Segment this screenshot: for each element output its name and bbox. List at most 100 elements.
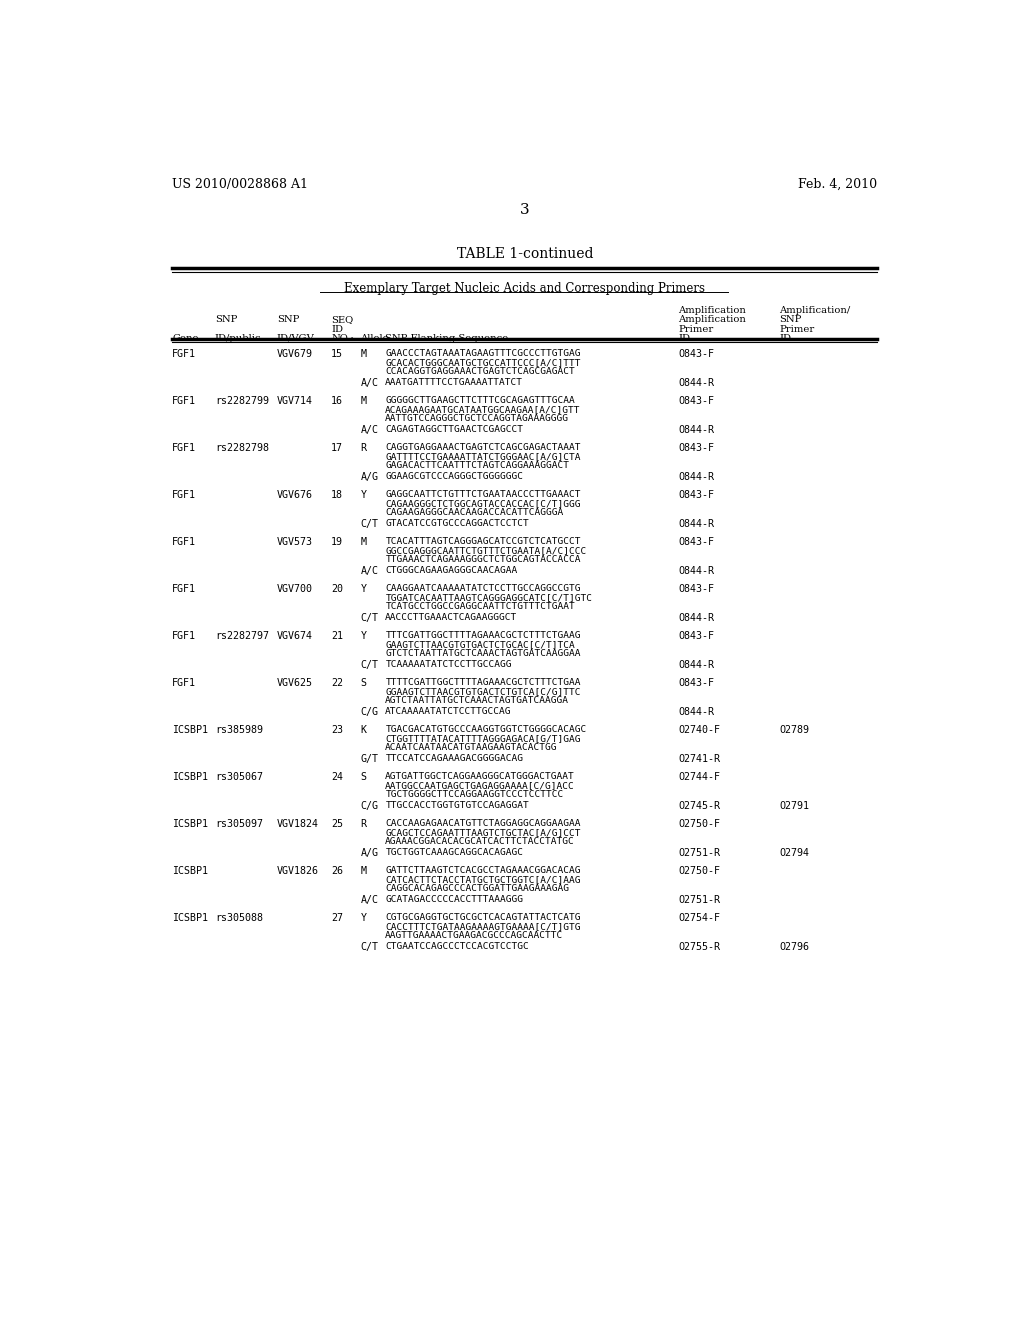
- Text: rs305097: rs305097: [215, 818, 263, 829]
- Text: O2740-F: O2740-F: [678, 725, 720, 735]
- Text: C/T: C/T: [360, 612, 379, 623]
- Text: C/T: C/T: [360, 660, 379, 671]
- Text: GCAGCTCCAGAATTTAAGTCTGCTAC[A/G]CCT: GCAGCTCCAGAATTTAAGTCTGCTAC[A/G]CCT: [385, 828, 581, 837]
- Text: O843-F: O843-F: [678, 537, 715, 548]
- Text: VGV674: VGV674: [276, 631, 312, 642]
- Text: A/G: A/G: [360, 473, 379, 482]
- Text: Feb. 4, 2010: Feb. 4, 2010: [799, 178, 878, 190]
- Text: CAGAAGGGCTCTGGCAGTACCACCAC[C/T]GGG: CAGAAGGGCTCTGGCAGTACCACCAC[C/T]GGG: [385, 499, 581, 508]
- Text: 26: 26: [331, 866, 343, 876]
- Text: VGV1824: VGV1824: [276, 818, 318, 829]
- Text: O843-F: O843-F: [678, 490, 715, 500]
- Text: R: R: [360, 818, 367, 829]
- Text: VGV679: VGV679: [276, 350, 312, 359]
- Text: S: S: [360, 772, 367, 781]
- Text: O844-R: O844-R: [678, 566, 715, 576]
- Text: O843-F: O843-F: [678, 396, 715, 407]
- Text: rs305067: rs305067: [215, 772, 263, 781]
- Text: ICSBP1: ICSBP1: [172, 725, 208, 735]
- Text: O2791: O2791: [779, 801, 809, 810]
- Text: rs2282798: rs2282798: [215, 444, 268, 453]
- Text: FGF1: FGF1: [172, 537, 197, 548]
- Text: Allele: Allele: [360, 334, 389, 343]
- Text: O843-F: O843-F: [678, 350, 715, 359]
- Text: O2796: O2796: [779, 942, 809, 952]
- Text: Y: Y: [360, 490, 367, 500]
- Text: Exemplary Target Nucleic Acids and Corresponding Primers: Exemplary Target Nucleic Acids and Corre…: [344, 281, 706, 294]
- Text: rs2282799: rs2282799: [215, 396, 268, 407]
- Text: TTGCCACCTGGTGTGTCCAGAGGAT: TTGCCACCTGGTGTGTCCAGAGGAT: [385, 801, 529, 810]
- Text: GAGGCAATTCTGTTTCTGAATAACCCTTGAAACT: GAGGCAATTCTGTTTCTGAATAACCCTTGAAACT: [385, 490, 581, 499]
- Text: TGACGACATGTGCCCAAGGTGGTCTGGGGCACAGC: TGACGACATGTGCCCAAGGTGGTCTGGGGCACAGC: [385, 725, 587, 734]
- Text: VGV714: VGV714: [276, 396, 312, 407]
- Text: TCATGCCTGGCCGAGGCAATTCTGTTTCTGAAT: TCATGCCTGGCCGAGGCAATTCTGTTTCTGAAT: [385, 602, 575, 611]
- Text: A/C: A/C: [360, 425, 379, 436]
- Text: O2794: O2794: [779, 847, 809, 858]
- Text: 21: 21: [331, 631, 343, 642]
- Text: ICSBP1: ICSBP1: [172, 913, 208, 923]
- Text: ID: ID: [678, 334, 690, 343]
- Text: 19: 19: [331, 537, 343, 548]
- Text: SNP: SNP: [779, 315, 802, 325]
- Text: C/G: C/G: [360, 801, 379, 810]
- Text: AACCCTTGAAACTCAGAAGGGCT: AACCCTTGAAACTCAGAAGGGCT: [385, 612, 517, 622]
- Text: O2750-F: O2750-F: [678, 818, 720, 829]
- Text: O2751-R: O2751-R: [678, 847, 720, 858]
- Text: CAGAAGAGGGCAACAAGACCACATTCAGGGA: CAGAAGAGGGCAACAAGACCACATTCAGGGA: [385, 508, 563, 517]
- Text: CATCACTTCTACCTATGCTGCTGGTC[A/C]AAG: CATCACTTCTACCTATGCTGCTGGTC[A/C]AAG: [385, 875, 581, 884]
- Text: ACAGAAAGAATGCATAATGGCAAGAA[A/C]GTT: ACAGAAAGAATGCATAATGGCAAGAA[A/C]GTT: [385, 405, 581, 414]
- Text: GATTTTCCTGAAAATTATCTGGGAAC[A/G]CTA: GATTTTCCTGAAAATTATCTGGGAAC[A/G]CTA: [385, 453, 581, 461]
- Text: 17: 17: [331, 444, 343, 453]
- Text: TABLE 1-continued: TABLE 1-continued: [457, 247, 593, 261]
- Text: TTGAAACTCAGAAAGGGCTCTGGCAGTACCACCA: TTGAAACTCAGAAAGGGCTCTGGCAGTACCACCA: [385, 554, 581, 564]
- Text: AAGTTGAAAACTGAAGACGCCCAGCAACTTC: AAGTTGAAAACTGAAGACGCCCAGCAACTTC: [385, 931, 563, 940]
- Text: AATGGCCAATGAGCTGAGAGGAAAA[C/G]ACC: AATGGCCAATGAGCTGAGAGGAAAA[C/G]ACC: [385, 781, 575, 789]
- Text: VGV676: VGV676: [276, 490, 312, 500]
- Text: K: K: [360, 725, 367, 735]
- Text: CCACAGGTGAGGAAACTGAGTCTCAGCGAGACT: CCACAGGTGAGGAAACTGAGTCTCAGCGAGACT: [385, 367, 575, 376]
- Text: A/G: A/G: [360, 847, 379, 858]
- Text: ICSBP1: ICSBP1: [172, 866, 208, 876]
- Text: Amplification/: Amplification/: [779, 306, 850, 315]
- Text: 22: 22: [331, 678, 343, 688]
- Text: Y: Y: [360, 631, 367, 642]
- Text: GAACCCTAGTAAATAGAAGTTTCGCCCTTGTGAG: GAACCCTAGTAAATAGAAGTTTCGCCCTTGTGAG: [385, 350, 581, 358]
- Text: rs2282797: rs2282797: [215, 631, 268, 642]
- Text: ACAATCAATAACATGTAAGAAGTACACTGG: ACAATCAATAACATGTAAGAAGTACACTGG: [385, 743, 558, 752]
- Text: GGCCGAGGGCAATTCTGTTTCTGAATA[A/C]CCC: GGCCGAGGGCAATTCTGTTTCTGAATA[A/C]CCC: [385, 546, 587, 556]
- Text: CACCAAGAGAACATGTTCTAGGAGGCAGGAAGAA: CACCAAGAGAACATGTTCTAGGAGGCAGGAAGAA: [385, 818, 581, 828]
- Text: O844-R: O844-R: [678, 612, 715, 623]
- Text: 20: 20: [331, 585, 343, 594]
- Text: SNP: SNP: [276, 315, 299, 325]
- Text: O2741-R: O2741-R: [678, 754, 720, 764]
- Text: TGCTGGGGCTTCCAGGAAGGTCCCTCCTTCC: TGCTGGGGCTTCCAGGAAGGTCCCTCCTTCC: [385, 789, 563, 799]
- Text: O843-F: O843-F: [678, 678, 715, 688]
- Text: AAATGATTTTCCTGAAAATTATCT: AAATGATTTTCCTGAAAATTATCT: [385, 379, 523, 387]
- Text: A/C: A/C: [360, 566, 379, 576]
- Text: Y: Y: [360, 913, 367, 923]
- Text: O2789: O2789: [779, 725, 809, 735]
- Text: ID: ID: [331, 325, 343, 334]
- Text: G/T: G/T: [360, 754, 379, 764]
- Text: FGF1: FGF1: [172, 678, 197, 688]
- Text: VGV700: VGV700: [276, 585, 312, 594]
- Text: AGAAACGGACACACGCATCACTTCTACCTATGC: AGAAACGGACACACGCATCACTTCTACCTATGC: [385, 837, 575, 846]
- Text: VGV573: VGV573: [276, 537, 312, 548]
- Text: 25: 25: [331, 818, 343, 829]
- Text: O844-R: O844-R: [678, 660, 715, 671]
- Text: FGF1: FGF1: [172, 631, 197, 642]
- Text: SNP: SNP: [215, 315, 238, 325]
- Text: rs385989: rs385989: [215, 725, 263, 735]
- Text: CAGAGTAGGCTTGAACTCGAGCCT: CAGAGTAGGCTTGAACTCGAGCCT: [385, 425, 523, 434]
- Text: Primer: Primer: [779, 325, 814, 334]
- Text: TTCCATCCAGAAAGACGGGGACAG: TTCCATCCAGAAAGACGGGGACAG: [385, 754, 523, 763]
- Text: GATTCTTAAGTCTCACGCCTAGAAACGGACACAG: GATTCTTAAGTCTCACGCCTAGAAACGGACACAG: [385, 866, 581, 875]
- Text: rs305088: rs305088: [215, 913, 263, 923]
- Text: CACCTTTCTGATAAGAAAAGTGAAAA[C/T]GTG: CACCTTTCTGATAAGAAAAGTGAAAA[C/T]GTG: [385, 921, 581, 931]
- Text: C/T: C/T: [360, 519, 379, 529]
- Text: GGAAGTCTTAACGTGTGACTCTGTCA[C/G]TTC: GGAAGTCTTAACGTGTGACTCTGTCA[C/G]TTC: [385, 686, 581, 696]
- Text: O844-R: O844-R: [678, 708, 715, 717]
- Text: VGV1826: VGV1826: [276, 866, 318, 876]
- Text: O2755-R: O2755-R: [678, 942, 720, 952]
- Text: O843-F: O843-F: [678, 444, 715, 453]
